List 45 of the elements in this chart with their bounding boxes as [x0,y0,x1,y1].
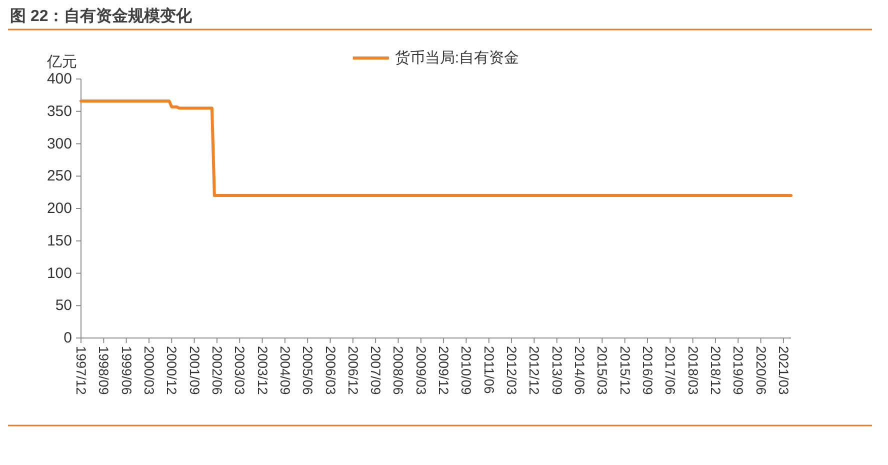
y-tick-label: 50 [55,297,72,314]
y-tick-label: 350 [46,102,72,120]
x-tick-label: 2007/09 [368,346,384,395]
x-tick-label: 2019/09 [730,346,746,395]
x-tick-label: 2004/09 [277,346,292,395]
y-tick-label: 200 [46,200,72,217]
x-tick-label: 1999/06 [118,346,134,395]
legend: 货币当局:自有资金 [352,50,520,66]
y-tick-label: 0 [64,330,72,346]
x-tick-label: 2001/09 [186,346,202,395]
x-tick-label: 2016/09 [640,346,655,395]
x-tick-label: 1998/09 [96,346,112,395]
x-tick-label: 2014/06 [572,346,588,395]
x-tick-label: 2018/12 [708,346,723,395]
x-tick-label: 2017/06 [662,346,678,395]
x-tick-label: 2013/09 [549,346,564,395]
x-tick-label: 2003/12 [254,346,270,395]
x-tick-label: 2012/12 [526,346,542,395]
x-tick-label: 2020/06 [753,346,768,395]
x-tick-label: 2010/09 [458,346,474,395]
y-tick-label: 300 [46,135,72,152]
x-tick-label: 2008/06 [390,346,406,395]
x-tick-label: 2006/03 [322,346,338,395]
x-tick-label: 2006/12 [345,346,360,395]
x-tick-label: 2002/06 [209,346,224,395]
x-tick-label: 2011/06 [481,346,496,394]
x-tick-label: 2015/03 [594,346,610,395]
x-tick-label: 2000/03 [141,346,156,395]
legend-label: 货币当局:自有资金 [394,50,520,66]
x-tick-label: 2003/03 [232,346,248,395]
y-tick-label: 400 [46,70,72,88]
x-tick-label: 2009/03 [413,346,428,395]
x-tick-label: 2005/06 [300,346,316,395]
x-tick-label: 2000/12 [164,346,180,395]
x-tick-label: 2018/03 [685,346,700,395]
y-tick-label: 100 [46,264,72,282]
x-tick-label: 2009/12 [436,346,452,395]
title: 图 22：自有资金规模变化 [10,8,192,25]
x-tick-label: 1997/12 [74,346,88,395]
x-tick-label: 2015/12 [617,346,632,395]
y-tick-label: 250 [46,168,72,185]
x-tick-label: 2012/03 [504,346,520,395]
ylabel: 亿元 [47,54,77,70]
x-tick-label: 2021/03 [776,346,791,395]
y-tick-label: 150 [46,232,72,250]
